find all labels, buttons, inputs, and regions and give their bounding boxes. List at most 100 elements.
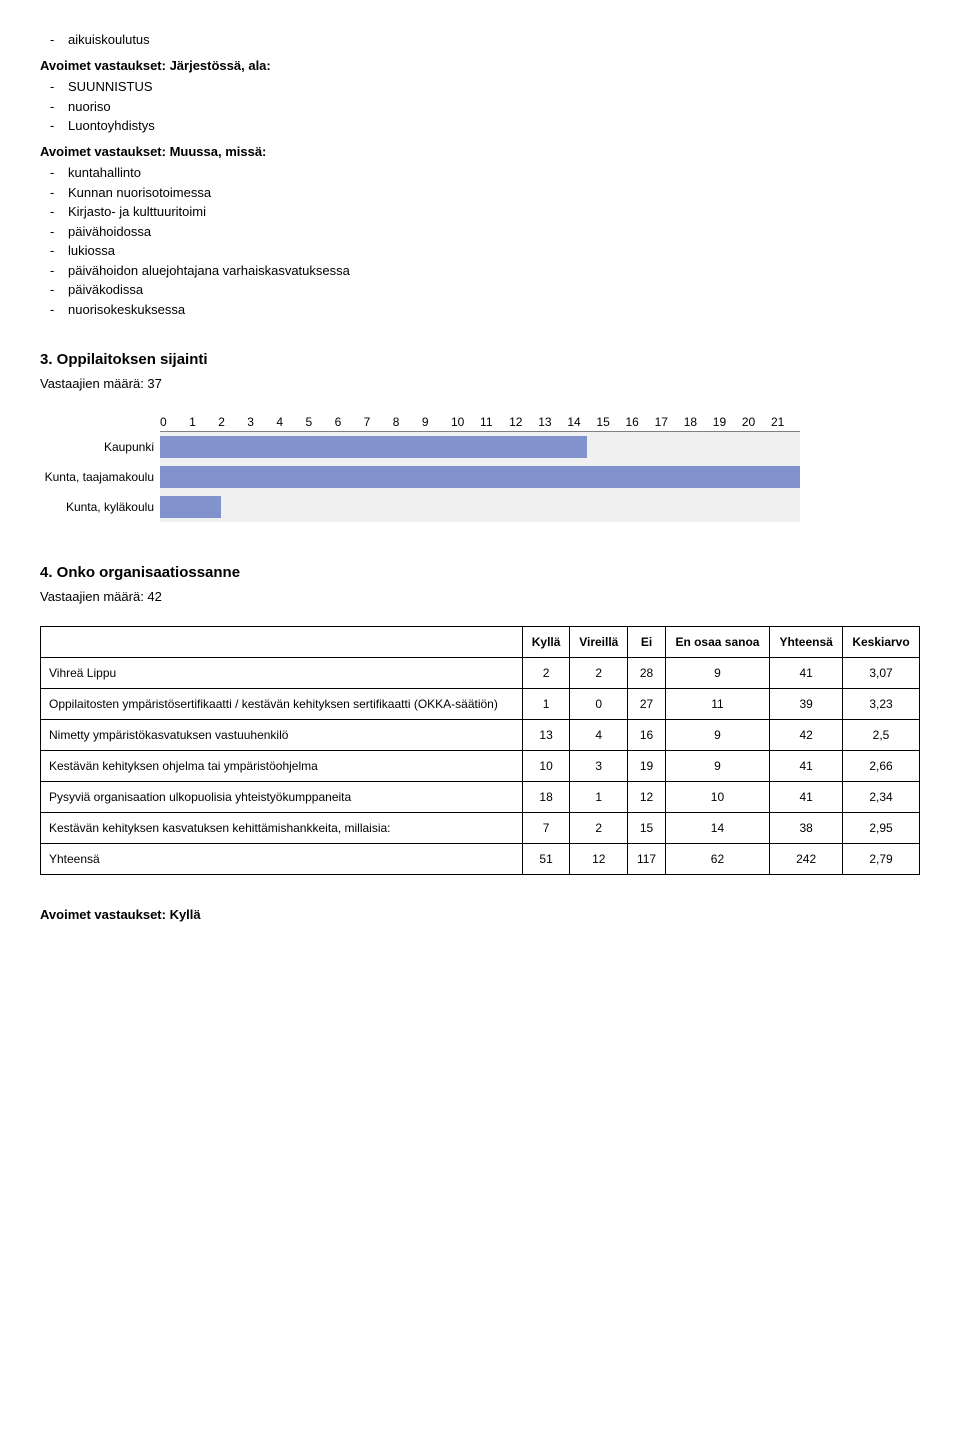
axis-tick: 5 (305, 413, 334, 431)
list-item: päiväkodissa (40, 280, 920, 300)
table-cell: 12 (570, 844, 628, 875)
table-cell: 16 (628, 720, 665, 751)
table-cell: 12 (628, 782, 665, 813)
axis-tick: 17 (655, 413, 684, 431)
axis-tick: 10 (451, 413, 480, 431)
list-item: päivähoidossa (40, 222, 920, 242)
table-header-cell (41, 627, 523, 658)
table-cell: 9 (665, 751, 770, 782)
axis-tick: 8 (393, 413, 422, 431)
answers-heading-2: Avoimet vastaukset: Muussa, missä: (40, 142, 920, 162)
table-cell: 4 (570, 720, 628, 751)
table-cell: 3,23 (843, 689, 920, 720)
table-cell: 2 (522, 658, 569, 689)
table-subheading: Vastaajien määrä: 42 (40, 587, 920, 607)
axis-tick: 1 (189, 413, 218, 431)
table-cell: 38 (770, 813, 843, 844)
table-cell: 3,07 (843, 658, 920, 689)
table-cell: 10 (522, 751, 569, 782)
bar-label: Kunta, kyläkoulu (40, 498, 160, 516)
bar-label: Kaupunki (40, 438, 160, 456)
answers-heading-1: Avoimet vastaukset: Järjestössä, ala: (40, 56, 920, 76)
table-cell: 2,95 (843, 813, 920, 844)
list-item: kuntahallinto (40, 163, 920, 183)
list-item: lukiossa (40, 241, 920, 261)
axis-tick: 9 (422, 413, 451, 431)
bottom-heading: Avoimet vastaukset: Kyllä (40, 905, 920, 925)
axis-tick: 12 (509, 413, 538, 431)
table-cell: 41 (770, 782, 843, 813)
axis-tick: 7 (364, 413, 393, 431)
table-cell: 27 (628, 689, 665, 720)
table-cell: 2,5 (843, 720, 920, 751)
table-cell: 14 (665, 813, 770, 844)
list-item: aikuiskoulutus (40, 30, 920, 50)
list-item: SUUNNISTUS (40, 77, 920, 97)
list-item: päivähoidon aluejohtajana varhaiskasvatu… (40, 261, 920, 281)
bar (160, 466, 800, 488)
table-cell: 3 (570, 751, 628, 782)
table-cell: Kestävän kehityksen ohjelma tai ympärist… (41, 751, 523, 782)
table-row: Kestävän kehityksen kasvatuksen kehittäm… (41, 813, 920, 844)
bar (160, 496, 221, 518)
chart-subheading: Vastaajien määrä: 37 (40, 374, 920, 394)
axis-tick: 19 (713, 413, 742, 431)
axis-tick: 0 (160, 413, 189, 431)
table-cell: 2 (570, 813, 628, 844)
axis-tick: 16 (626, 413, 655, 431)
table-cell: 7 (522, 813, 569, 844)
table-cell: 11 (665, 689, 770, 720)
table-cell: 2,34 (843, 782, 920, 813)
table-cell: 2,79 (843, 844, 920, 875)
table-section: 4. Onko organisaatiossanne Vastaajien mä… (40, 562, 920, 875)
axis-tick: 11 (480, 413, 509, 431)
list-item: nuorisokeskuksessa (40, 300, 920, 320)
axis-tick: 13 (538, 413, 567, 431)
table-cell: 18 (522, 782, 569, 813)
bar-label: Kunta, taajamakoulu (40, 468, 160, 486)
bar-row: Kunta, taajamakoulu (40, 462, 800, 492)
bar (160, 436, 587, 458)
axis-tick: 3 (247, 413, 276, 431)
table-header-cell: Yhteensä (770, 627, 843, 658)
table-cell: Nimetty ympäristökasvatuksen vastuuhenki… (41, 720, 523, 751)
table-cell: 9 (665, 658, 770, 689)
table-row: Nimetty ympäristökasvatuksen vastuuhenki… (41, 720, 920, 751)
axis-tick: 4 (276, 413, 305, 431)
table-cell: 2,66 (843, 751, 920, 782)
axis-tick: 2 (218, 413, 247, 431)
list-item: Luontoyhdistys (40, 116, 920, 136)
table-row: Yhteensä5112117622422,79 (41, 844, 920, 875)
table-cell: 0 (570, 689, 628, 720)
table-header-cell: Kyllä (522, 627, 569, 658)
table-cell: 9 (665, 720, 770, 751)
table-cell: 19 (628, 751, 665, 782)
table-cell: 28 (628, 658, 665, 689)
table-cell: Vihreä Lippu (41, 658, 523, 689)
list-item: Kunnan nuorisotoimessa (40, 183, 920, 203)
top-list-section: aikuiskoulutus Avoimet vastaukset: Järje… (40, 30, 920, 319)
axis-tick: 18 (684, 413, 713, 431)
bar-chart: 0123456789101112131415161718192021 Kaupu… (40, 413, 920, 522)
table-cell: Pysyviä organisaation ulkopuolisia yhtei… (41, 782, 523, 813)
table-header-cell: Keskiarvo (843, 627, 920, 658)
table-cell: 2 (570, 658, 628, 689)
table-cell: 1 (522, 689, 569, 720)
chart-section: 3. Oppilaitoksen sijainti Vastaajien mää… (40, 349, 920, 522)
table-cell: 41 (770, 658, 843, 689)
table-cell: 13 (522, 720, 569, 751)
data-table: KylläVireilläEiEn osaa sanoaYhteensäKesk… (40, 626, 920, 875)
table-cell: 41 (770, 751, 843, 782)
table-cell: Kestävän kehityksen kasvatuksen kehittäm… (41, 813, 523, 844)
table-row: Pysyviä organisaation ulkopuolisia yhtei… (41, 782, 920, 813)
table-header-cell: Vireillä (570, 627, 628, 658)
bar-row: Kunta, kyläkoulu (40, 492, 800, 522)
chart-heading: 3. Oppilaitoksen sijainti (40, 349, 920, 372)
table-cell: 39 (770, 689, 843, 720)
table-row: Kestävän kehityksen ohjelma tai ympärist… (41, 751, 920, 782)
table-cell: 10 (665, 782, 770, 813)
table-cell: 15 (628, 813, 665, 844)
table-cell: 242 (770, 844, 843, 875)
axis-tick: 6 (335, 413, 364, 431)
table-cell: 42 (770, 720, 843, 751)
